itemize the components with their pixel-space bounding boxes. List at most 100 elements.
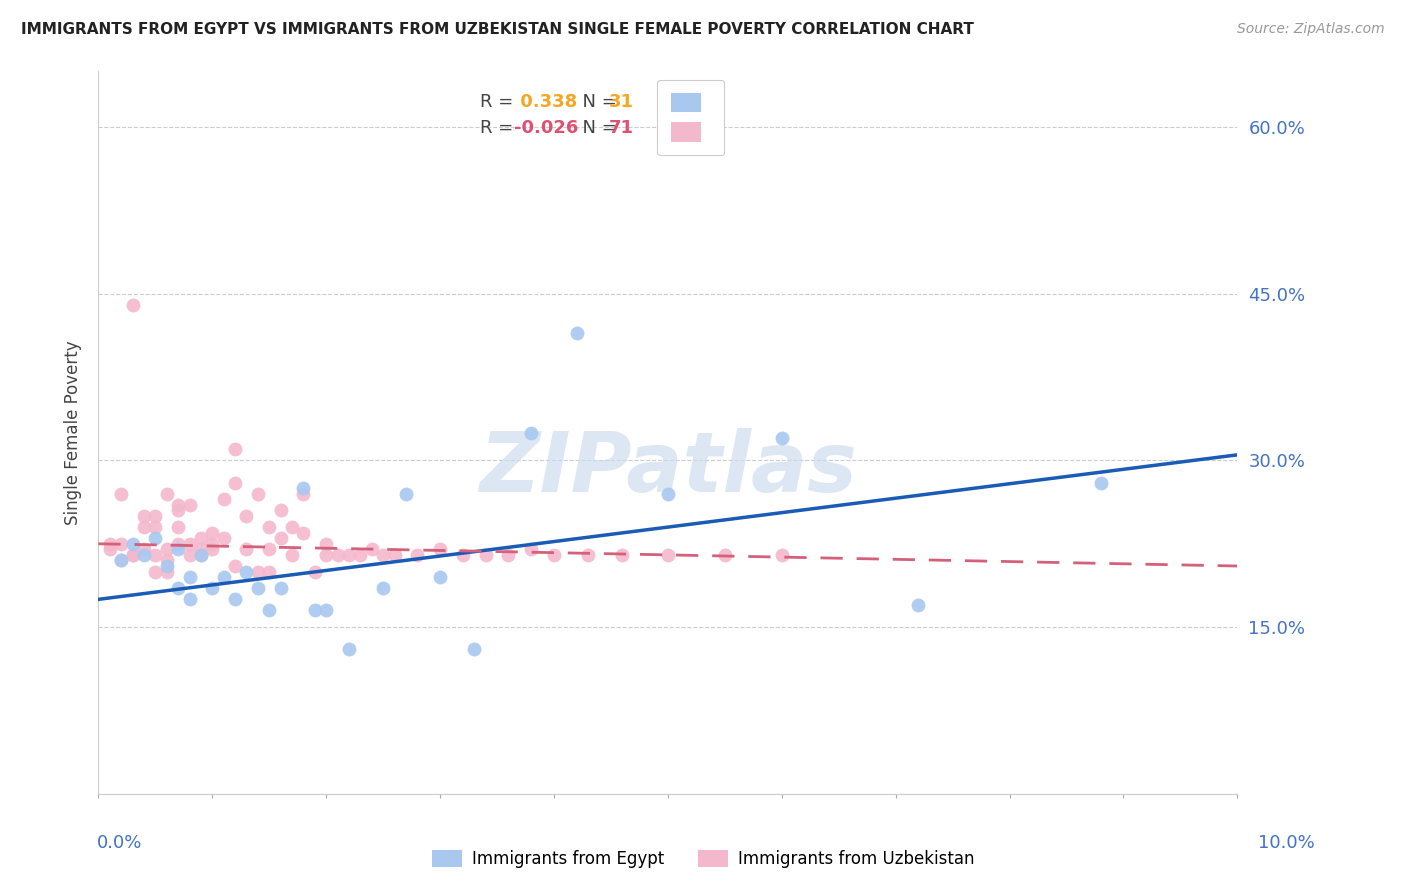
- Point: [315, 537, 337, 551]
- Point: [167, 520, 190, 534]
- Point: [714, 548, 737, 562]
- Point: [543, 548, 565, 562]
- Point: [110, 487, 132, 501]
- Point: [201, 525, 224, 540]
- Point: [349, 548, 371, 562]
- Point: [179, 592, 201, 607]
- Point: [156, 542, 179, 557]
- Point: [395, 487, 418, 501]
- Y-axis label: Single Female Poverty: Single Female Poverty: [65, 341, 83, 524]
- Point: [132, 508, 155, 523]
- Point: [121, 298, 143, 312]
- Point: [246, 581, 269, 595]
- Point: [451, 548, 474, 562]
- Point: [224, 442, 246, 457]
- Point: [121, 548, 143, 562]
- Point: [145, 520, 167, 534]
- Point: [474, 548, 496, 562]
- Point: [145, 565, 167, 579]
- Text: 0.0%: 0.0%: [97, 834, 142, 852]
- Point: [110, 553, 132, 567]
- Point: [770, 431, 793, 445]
- Point: [304, 603, 326, 617]
- Point: [132, 542, 155, 557]
- Point: [179, 570, 201, 584]
- Point: [292, 525, 315, 540]
- Point: [190, 531, 212, 545]
- Point: [259, 565, 281, 579]
- Point: [212, 570, 235, 584]
- Point: [463, 642, 485, 657]
- Point: [259, 520, 281, 534]
- Legend: Immigrants from Egypt, Immigrants from Uzbekistan: Immigrants from Egypt, Immigrants from U…: [425, 843, 981, 875]
- Point: [259, 542, 281, 557]
- Text: 0.338: 0.338: [515, 93, 578, 111]
- Point: [132, 548, 155, 562]
- Point: [156, 565, 179, 579]
- Point: [259, 603, 281, 617]
- Text: 71: 71: [609, 119, 634, 136]
- Point: [145, 548, 167, 562]
- Point: [907, 598, 929, 612]
- Text: R =: R =: [479, 93, 513, 111]
- Point: [1090, 475, 1112, 490]
- Point: [565, 326, 588, 340]
- Point: [337, 548, 360, 562]
- Point: [190, 548, 212, 562]
- Point: [190, 548, 212, 562]
- Point: [520, 425, 543, 440]
- Point: [145, 508, 167, 523]
- Point: [179, 498, 201, 512]
- Point: [224, 475, 246, 490]
- Point: [110, 553, 132, 567]
- Text: IMMIGRANTS FROM EGYPT VS IMMIGRANTS FROM UZBEKISTAN SINGLE FEMALE POVERTY CORREL: IMMIGRANTS FROM EGYPT VS IMMIGRANTS FROM…: [21, 22, 974, 37]
- Point: [770, 548, 793, 562]
- Point: [406, 548, 429, 562]
- Point: [235, 565, 257, 579]
- Point: [315, 548, 337, 562]
- Point: [246, 487, 269, 501]
- Point: [98, 542, 121, 557]
- Point: [167, 581, 190, 595]
- Point: [121, 548, 143, 562]
- Point: [576, 548, 599, 562]
- Point: [292, 487, 315, 501]
- Point: [156, 487, 179, 501]
- Point: [145, 531, 167, 545]
- Point: [373, 548, 395, 562]
- Point: [612, 548, 634, 562]
- Point: [270, 503, 292, 517]
- Point: [224, 592, 246, 607]
- Point: [270, 531, 292, 545]
- Point: [167, 542, 190, 557]
- Point: [121, 537, 143, 551]
- Point: [179, 537, 201, 551]
- Point: [156, 559, 179, 574]
- Point: [235, 542, 257, 557]
- Point: [292, 481, 315, 495]
- Point: [224, 559, 246, 574]
- Point: [156, 553, 179, 567]
- Text: -0.026: -0.026: [515, 119, 578, 136]
- Point: [337, 642, 360, 657]
- Text: N =: N =: [571, 93, 623, 111]
- Text: 31: 31: [609, 93, 634, 111]
- Point: [201, 581, 224, 595]
- Point: [657, 548, 679, 562]
- Text: 10.0%: 10.0%: [1258, 834, 1315, 852]
- Point: [281, 520, 304, 534]
- Point: [498, 548, 520, 562]
- Point: [201, 537, 224, 551]
- Text: N =: N =: [571, 119, 623, 136]
- Text: ZIPatlas: ZIPatlas: [479, 428, 856, 509]
- Point: [657, 487, 679, 501]
- Point: [235, 508, 257, 523]
- Point: [384, 548, 406, 562]
- Point: [520, 542, 543, 557]
- Point: [212, 492, 235, 507]
- Point: [190, 542, 212, 557]
- Point: [429, 542, 451, 557]
- Point: [179, 548, 201, 562]
- Point: [167, 503, 190, 517]
- Point: [281, 548, 304, 562]
